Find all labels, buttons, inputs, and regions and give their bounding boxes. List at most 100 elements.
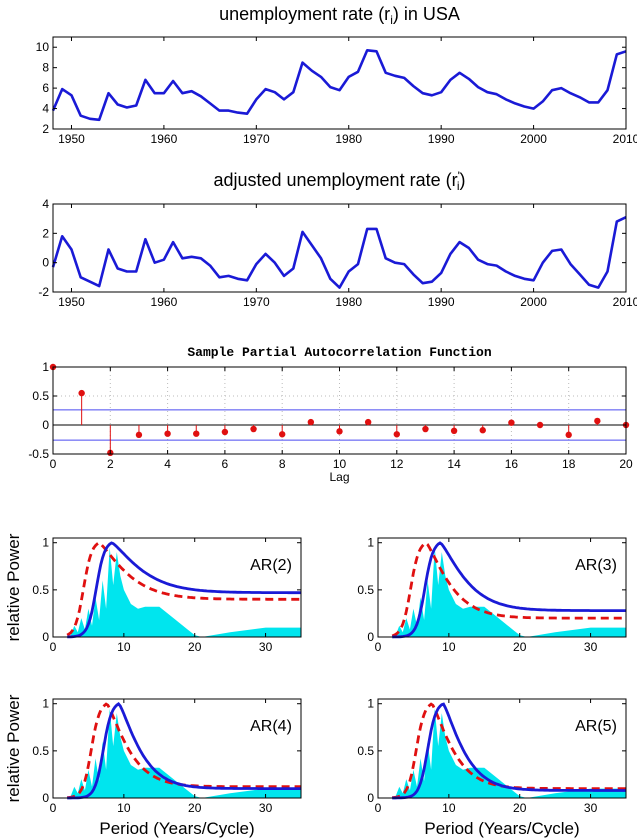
y-tick-label: 0 <box>42 256 49 270</box>
x-tick-label: 2010 <box>613 132 637 146</box>
pacf-point <box>336 428 343 435</box>
x-tick-label: 8 <box>279 457 286 471</box>
pacf-point <box>78 389 85 397</box>
pacf-point <box>565 431 572 439</box>
pacf-point <box>422 425 429 433</box>
pacf-point <box>393 431 400 438</box>
x-tick-label: 30 <box>584 801 598 815</box>
series-line <box>51 216 627 289</box>
x-tick-label: 20 <box>188 801 202 815</box>
spectrum-area <box>53 547 301 637</box>
model-curve-solid <box>67 541 301 639</box>
y-tick-label: 4 <box>42 197 49 211</box>
pacf-point <box>364 418 372 426</box>
chart-title-adjusted: adjusted unemployment rate (r' i) <box>213 169 465 193</box>
x-tick-label: 20 <box>619 457 633 471</box>
x-tick-label: 20 <box>188 640 202 654</box>
model-label: AR(4) <box>250 718 292 735</box>
pacf-point <box>250 425 257 433</box>
y-tick-label: 1 <box>367 697 374 711</box>
x-tick-label: 10 <box>442 640 456 654</box>
x-tick-label: 2000 <box>520 132 547 146</box>
y-axis-label: relative Power <box>4 533 23 641</box>
pacf-point <box>508 419 515 426</box>
plot-frame <box>377 698 627 799</box>
y-tick-label: 1 <box>367 536 374 550</box>
y-tick-label: -2 <box>38 285 49 299</box>
pacf-point <box>193 430 200 437</box>
x-tick-label: 4 <box>164 457 171 471</box>
x-axis-label: Period (Years/Cycle) <box>424 819 579 838</box>
plot-frame <box>52 36 627 130</box>
model-curve-dashed <box>392 702 626 800</box>
model-curve-dashed <box>391 541 626 638</box>
x-tick-label: 20 <box>513 801 527 815</box>
y-tick-label: 0 <box>42 791 49 805</box>
x-tick-label: 30 <box>259 640 273 654</box>
model-curve-solid <box>392 702 626 800</box>
x-tick-label: 2010 <box>613 295 637 309</box>
spectrum-area <box>53 708 301 798</box>
x-axis-label: Lag <box>329 470 349 484</box>
x-tick-label: 20 <box>513 640 527 654</box>
x-tick-label: 10 <box>442 801 456 815</box>
x-tick-label: 1980 <box>335 132 362 146</box>
pacf-point <box>164 430 171 437</box>
model-label: AR(3) <box>575 557 617 574</box>
pacf-point <box>594 417 601 425</box>
y-tick-label: 2 <box>42 122 49 136</box>
chart-title-pacf: Sample Partial Autocorrelation Function <box>187 345 491 360</box>
plot-frame <box>377 537 627 638</box>
y-tick-label: 8 <box>42 61 49 75</box>
x-tick-label: 30 <box>259 801 273 815</box>
x-tick-label: 1990 <box>428 132 455 146</box>
y-tick-label: 2 <box>42 226 49 240</box>
y-tick-label: 6 <box>42 81 49 95</box>
y-tick-label: 0.5 <box>32 389 49 403</box>
y-tick-label: 1 <box>42 536 49 550</box>
y-tick-label: 0.5 <box>32 583 49 597</box>
x-tick-label: 10 <box>333 457 347 471</box>
model-label: AR(5) <box>575 718 617 735</box>
y-tick-label: 0 <box>42 630 49 644</box>
x-tick-label: 16 <box>505 457 519 471</box>
spectrum-area <box>378 708 626 798</box>
x-tick-label: 1950 <box>58 295 85 309</box>
x-tick-label: 0 <box>50 640 57 654</box>
y-tick-label: 0 <box>367 791 374 805</box>
y-tick-label: 1 <box>42 360 49 374</box>
x-tick-label: 0 <box>375 640 382 654</box>
pacf-point <box>307 418 315 426</box>
pacf-point <box>450 427 458 434</box>
y-tick-label: 1 <box>42 697 49 711</box>
x-tick-label: 1950 <box>58 132 85 146</box>
x-tick-label: 30 <box>584 640 598 654</box>
plot-frame <box>52 698 302 799</box>
pacf-point <box>135 431 143 439</box>
pacf-point <box>279 431 286 438</box>
x-tick-label: 6 <box>222 457 229 471</box>
y-axis-label: relative Power <box>4 694 23 802</box>
x-tick-label: 0 <box>50 457 57 471</box>
plot-frame <box>52 203 627 293</box>
pacf-point <box>536 421 544 429</box>
x-tick-label: 18 <box>562 457 576 471</box>
x-tick-label: 1960 <box>151 132 178 146</box>
model-curve-solid <box>392 541 626 639</box>
pacf-point <box>221 428 229 436</box>
x-tick-label: 0 <box>375 801 382 815</box>
y-tick-label: 0 <box>42 418 49 432</box>
x-tick-label: 1970 <box>243 295 270 309</box>
model-curve-solid <box>67 702 301 800</box>
x-tick-label: 10 <box>117 640 131 654</box>
y-tick-label: 10 <box>36 40 50 54</box>
model-label: AR(2) <box>250 557 292 574</box>
plot-frame <box>52 366 627 455</box>
x-tick-label: 2 <box>107 457 114 471</box>
y-tick-label: 0.5 <box>32 744 49 758</box>
x-tick-label: 12 <box>390 457 404 471</box>
y-tick-label: -0.5 <box>28 447 49 461</box>
x-tick-label: 2000 <box>520 295 547 309</box>
x-tick-label: 1960 <box>151 295 178 309</box>
